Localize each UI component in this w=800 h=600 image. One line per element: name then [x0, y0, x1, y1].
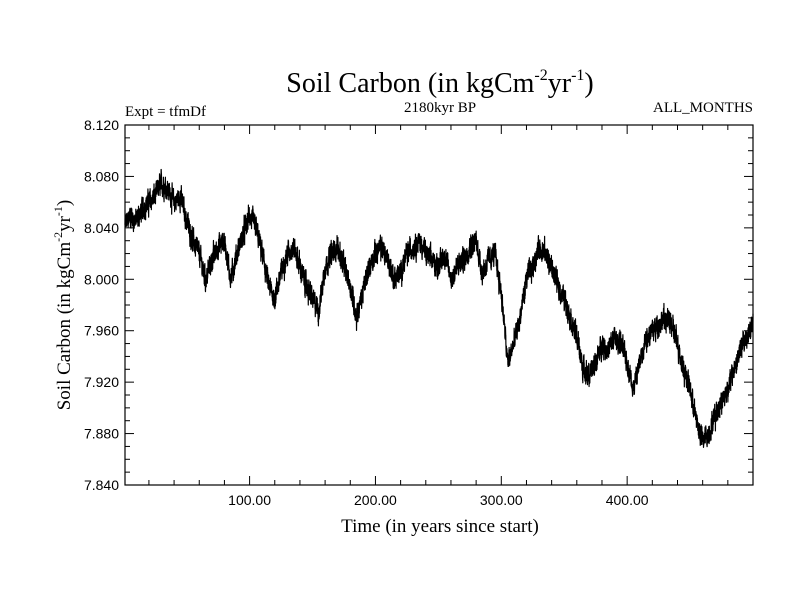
y-axis-label: Soil Carbon (in kgCm-2yr-1): [51, 200, 75, 411]
y-tick-label: 8.000: [84, 271, 119, 287]
y-axis-label-mid: yr: [54, 215, 75, 232]
x-tick-label: 300.00: [480, 492, 523, 508]
y-tick-label: 8.120: [84, 117, 119, 133]
y-tick-label: 8.040: [84, 220, 119, 236]
x-tick-label: 400.00: [606, 492, 649, 508]
y-tick-label: 7.840: [84, 477, 119, 493]
chart-title: Soil Carbon (in kgCm-2yr-1): [286, 67, 593, 99]
x-tick-label: 100.00: [228, 492, 271, 508]
chart-title-main: Soil Carbon (in kgCm: [286, 68, 534, 99]
series-line-soil-carbon: [124, 168, 754, 448]
months-label: ALL_MONTHS: [653, 100, 753, 116]
x-axis-label: Time (in years since start): [341, 516, 539, 537]
chart-title-sup1: -2: [534, 67, 547, 84]
y-tick-label: 7.920: [84, 374, 119, 390]
x-tick-label: 200.00: [354, 492, 397, 508]
y-axis-label-main: Soil Carbon (in kgCm: [54, 242, 75, 411]
chart-title-sup2: -1: [571, 67, 584, 84]
y-tick-label: 8.080: [84, 168, 119, 184]
y-tick-label: 7.880: [84, 426, 119, 442]
chart-subtitle: 2180kyr BP: [404, 100, 476, 116]
y-axis-label-sup2: -1: [51, 206, 65, 216]
plot-frame: [124, 124, 754, 486]
y-axis-label-end: ): [54, 200, 75, 206]
experiment-label: Expt = tfmDf: [125, 104, 206, 120]
chart-title-mid: yr: [548, 68, 572, 99]
tick-labels: 7.840 7.880 7.920 7.960 8.000 8.040 8.080 8.120…: [84, 117, 649, 508]
axis-ticks: [125, 124, 754, 486]
y-tick-label: 7.960: [84, 323, 119, 339]
y-axis-label-sup1: -2: [51, 232, 65, 242]
chart-title-end: ): [584, 68, 593, 99]
